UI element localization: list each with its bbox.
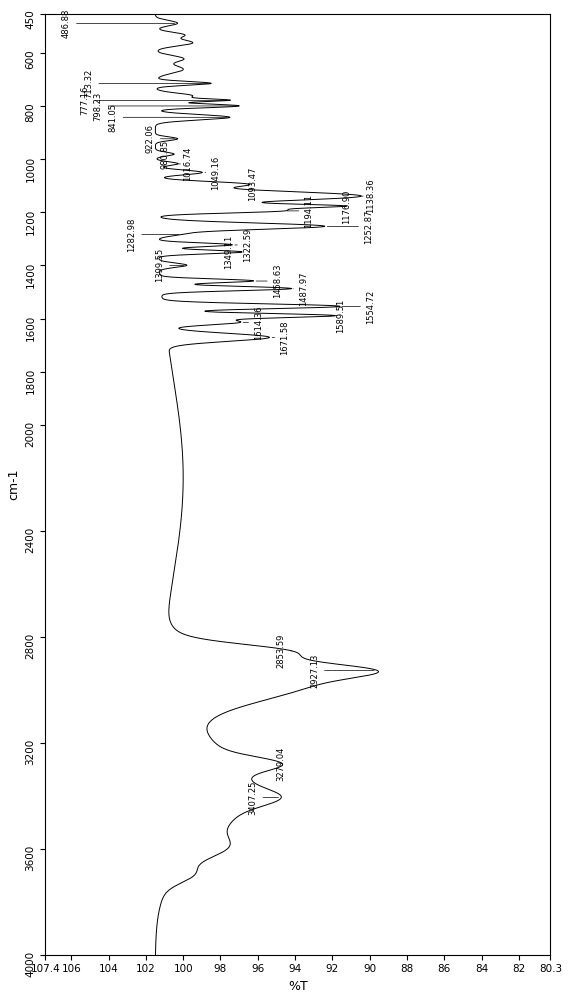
- Text: 1554.72: 1554.72: [342, 289, 375, 324]
- Text: 3279.04: 3279.04: [277, 746, 286, 781]
- Text: 2927.13: 2927.13: [310, 653, 374, 688]
- Text: 1399.55: 1399.55: [155, 248, 184, 282]
- Text: 1614.36: 1614.36: [243, 305, 263, 340]
- Text: 980.85: 980.85: [161, 140, 174, 169]
- Text: 1589.51: 1589.51: [335, 299, 345, 333]
- Text: 2853.59: 2853.59: [277, 634, 292, 668]
- Text: 1322.59: 1322.59: [235, 228, 252, 262]
- Text: 1282.98: 1282.98: [127, 217, 179, 252]
- Text: 777.16: 777.16: [81, 86, 228, 115]
- Text: 1487.97: 1487.97: [293, 272, 308, 306]
- Text: 713.32: 713.32: [84, 69, 208, 98]
- Text: 1176.90: 1176.90: [341, 189, 351, 224]
- Text: 841.05: 841.05: [109, 103, 227, 132]
- Text: 1194.11: 1194.11: [287, 194, 314, 228]
- Text: 1349.11: 1349.11: [224, 235, 240, 269]
- Text: 798.23: 798.23: [94, 91, 236, 121]
- Text: 3407.25: 3407.25: [249, 780, 278, 815]
- Text: 1252.87: 1252.87: [327, 209, 373, 244]
- Text: 1093.47: 1093.47: [249, 167, 257, 201]
- X-axis label: %T: %T: [288, 980, 308, 993]
- Text: 1016.74: 1016.74: [178, 147, 192, 181]
- Text: 1671.58: 1671.58: [272, 320, 289, 355]
- Text: 1049.16: 1049.16: [205, 155, 220, 190]
- Y-axis label: cm-1: cm-1: [7, 468, 20, 500]
- Text: 922.06: 922.06: [146, 124, 175, 153]
- Text: 1138.36: 1138.36: [361, 179, 375, 213]
- Text: 486.88: 486.88: [62, 9, 175, 38]
- Text: 1458.63: 1458.63: [256, 264, 282, 298]
